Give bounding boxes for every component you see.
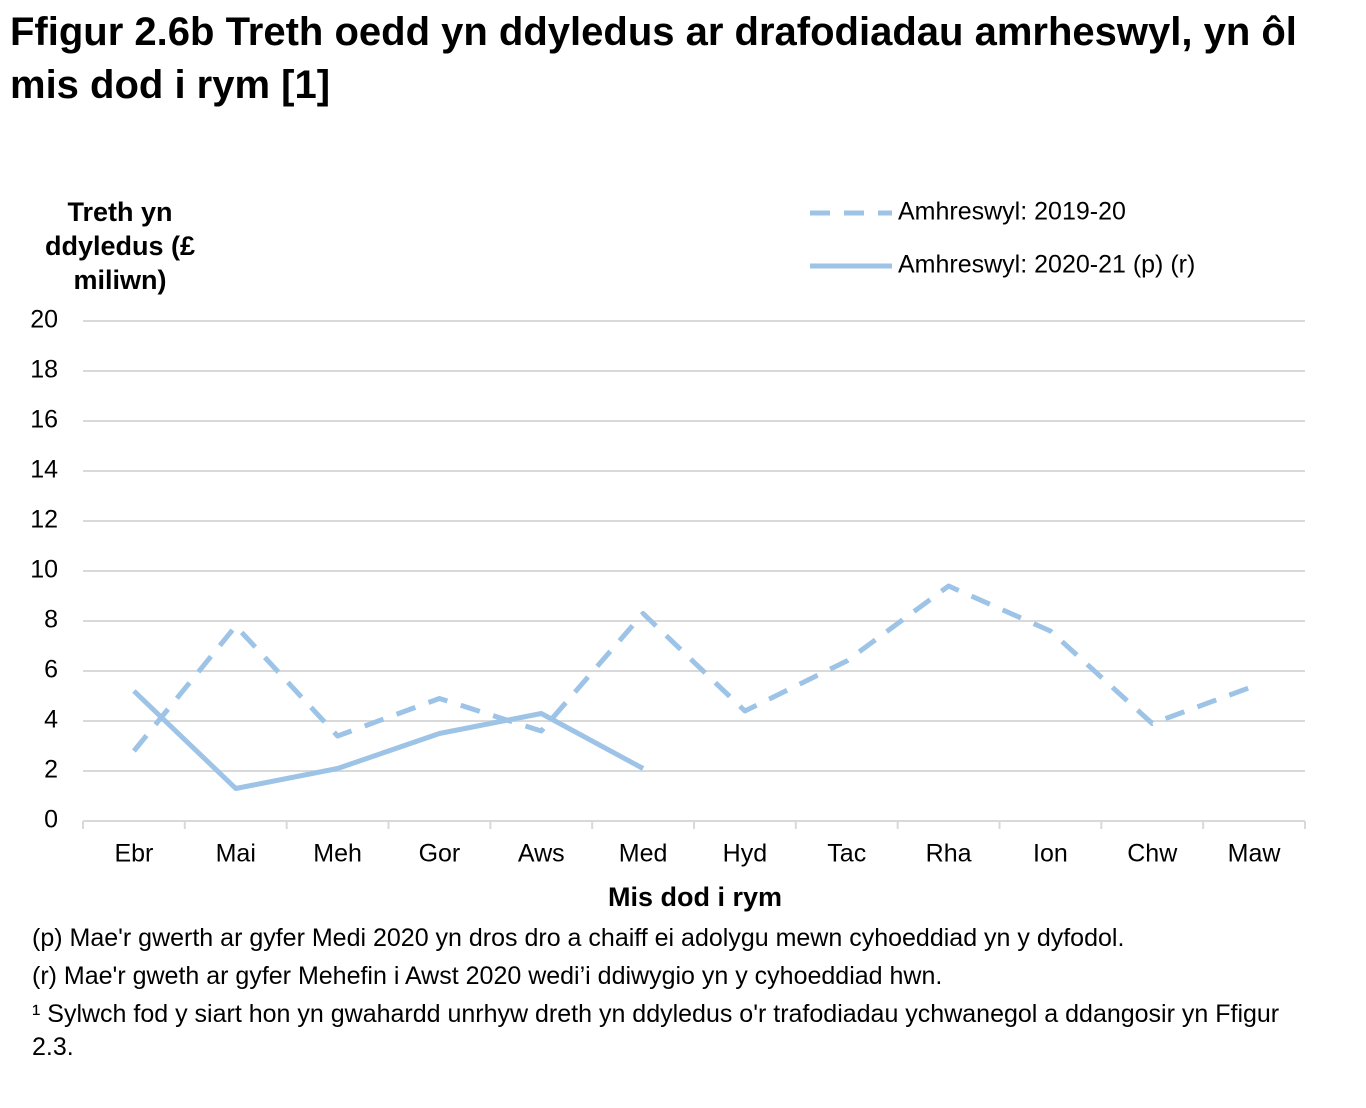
x-tick-label: Maw [1228, 840, 1282, 868]
line-series [132, 689, 645, 791]
x-tick-label: Rha [926, 840, 972, 868]
note: (p) Mae'r gwerth ar gyfer Medi 2020 yn d… [32, 924, 1125, 952]
y-tick-label: 18 [30, 356, 58, 384]
y-tick-label: 0 [44, 806, 58, 834]
line-series [131, 583, 1255, 753]
chart-title: Ffigur 2.6b Treth oedd yn ddyledus ar dr… [10, 10, 1297, 107]
y-tick-label: 16 [30, 406, 58, 434]
y-tick-label: 10 [30, 556, 58, 584]
x-tick-label: Hyd [723, 840, 767, 868]
x-tick-label: Chw [1127, 840, 1178, 868]
x-tick-label: Mai [216, 840, 256, 868]
notes: (p) Mae'r gwerth ar gyfer Medi 2020 yn d… [32, 922, 1282, 1069]
y-axis-title: Treth yn ddyledus (£ miliwn) [44, 197, 196, 295]
y-tick-label: 4 [44, 706, 58, 734]
y-tick-label: 14 [30, 456, 58, 484]
x-tick-label: Tac [827, 840, 866, 868]
x-tick-label: Ebr [114, 840, 153, 868]
legend-label: Amhreswyl: 2019-20 [898, 198, 1126, 226]
note: ¹ Sylwch fod y siart hon yn gwahardd unr… [32, 1000, 1280, 1061]
x-tick-label: Aws [518, 840, 565, 868]
y-tick-label: 2 [44, 756, 58, 784]
y-tick-label: 8 [44, 606, 58, 634]
x-tick-label: Gor [419, 840, 461, 868]
y-tick-label: 12 [30, 506, 58, 534]
y-tick-label: 6 [44, 656, 58, 684]
x-tick-label: Med [619, 840, 668, 868]
x-tick-label: Ion [1033, 840, 1068, 868]
y-tick-label: 20 [30, 306, 58, 334]
x-tick-label: Meh [313, 840, 362, 868]
note: (r) Mae'r gweth ar gyfer Mehefin i Awst … [32, 962, 943, 990]
x-axis-title: Mis dod i rym [608, 882, 782, 912]
legend-label: Amhreswyl: 2020-21 (p) (r) [898, 251, 1195, 279]
